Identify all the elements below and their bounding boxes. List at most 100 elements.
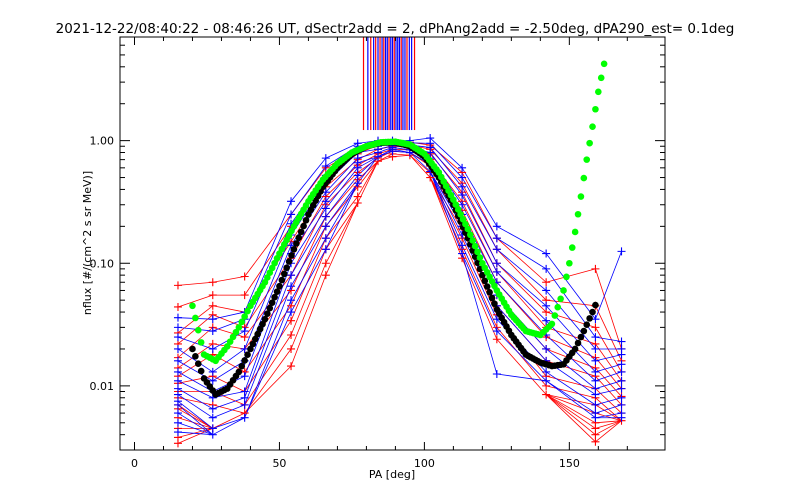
blue-data-point — [321, 212, 330, 221]
red-trace-line — [212, 305, 245, 313]
red-data-point — [353, 199, 362, 208]
black-fit-point — [580, 327, 588, 335]
red-data-point — [492, 335, 501, 344]
black-fit-point — [474, 259, 481, 267]
black-fit-point — [259, 320, 266, 328]
red-trace-line — [496, 327, 547, 387]
green-fit-point — [192, 314, 199, 322]
blue-data-point — [173, 418, 182, 427]
green-fit-point — [583, 156, 591, 163]
green-fit-point — [474, 248, 481, 256]
blue-trace-line — [496, 271, 547, 321]
blue-trace-line — [429, 171, 463, 254]
green-fit-point — [592, 105, 599, 113]
blue-data-point — [591, 356, 600, 365]
blue-data-point — [591, 376, 600, 385]
y-tick-label: 0.10 — [90, 257, 115, 270]
red-trace-line — [595, 357, 622, 389]
blue-trace-line — [496, 305, 547, 362]
blue-data-point — [321, 222, 330, 231]
black-fit-point — [293, 240, 300, 247]
red-trace-line — [595, 305, 622, 362]
blue-trace-line — [325, 175, 359, 217]
black-fit-point — [238, 362, 246, 370]
blue-data-point — [542, 301, 551, 310]
red-trace-line — [595, 412, 622, 422]
green-fit-point — [476, 254, 484, 261]
blue-trace-line — [496, 225, 547, 254]
axes-layer: 0 50 100 150 0.01 0.10 1.00 — [90, 36, 665, 470]
black-fit-point — [276, 282, 283, 290]
blue-data-point — [591, 413, 600, 422]
red-trace-line — [177, 404, 213, 429]
red-trace-line — [496, 262, 547, 313]
red-trace-line — [546, 375, 596, 390]
blue-data-point — [591, 390, 600, 399]
blue-data-point — [321, 162, 330, 171]
green-fit-point — [459, 215, 467, 223]
blue-data-point — [287, 271, 296, 280]
green-fit-point — [548, 320, 556, 328]
blue-data-point — [287, 210, 296, 219]
blue-trace-line — [545, 371, 596, 406]
blue-trace-line — [244, 274, 292, 398]
black-fit-point — [592, 301, 599, 309]
red-trace-line — [177, 294, 213, 308]
red-trace-line — [325, 196, 359, 239]
red-trace-line — [595, 268, 622, 350]
green-fit-point — [454, 206, 462, 213]
black-fit-point — [479, 271, 486, 279]
blue-data-point — [353, 163, 362, 172]
green-fit-point — [232, 328, 240, 336]
red-data-point — [208, 291, 217, 300]
black-fit-point — [571, 345, 579, 353]
blue-trace-line — [290, 238, 327, 301]
red-trace-line — [244, 305, 292, 373]
red-trace-line — [595, 420, 622, 443]
red-trace-line — [545, 394, 596, 435]
red-trace-line — [377, 148, 393, 155]
blue-trace-line — [177, 422, 213, 436]
blue-data-point — [240, 413, 249, 422]
blue-data-point — [492, 369, 501, 378]
blue-trace-line — [461, 204, 498, 273]
red-trace-line — [496, 338, 547, 395]
blue-data-point — [173, 344, 182, 353]
blue-data-point — [591, 367, 600, 376]
green-fit-point — [580, 174, 588, 182]
red-trace-line — [461, 249, 498, 328]
black-fit-point — [261, 315, 269, 323]
blue-trace-line — [325, 182, 359, 227]
blue-trace-line — [461, 245, 498, 320]
blue-data-point — [617, 350, 626, 359]
black-fit-point — [491, 300, 498, 308]
blue-data-point — [458, 241, 467, 250]
blue-data-point — [173, 323, 182, 332]
blue-data-point — [492, 234, 501, 243]
red-trace-line — [290, 238, 327, 321]
red-trace-line — [244, 348, 292, 414]
blue-trace-line — [545, 290, 596, 350]
red-trace-line — [409, 154, 431, 173]
blue-data-point — [492, 259, 501, 268]
y-tick-label: 0.01 — [90, 380, 115, 393]
green-fit-point — [566, 259, 573, 267]
red-data-point — [321, 259, 330, 268]
green-fit-point — [238, 318, 246, 326]
black-fit-point — [197, 367, 205, 375]
y-axis-label: nflux [#/(cm^2 s sr MeV)] — [81, 171, 94, 315]
blue-data-point — [321, 204, 330, 213]
blue-data-point — [591, 344, 600, 353]
black-fit-point — [589, 308, 596, 316]
blue-trace-line — [325, 162, 359, 202]
red-data-point — [240, 272, 249, 281]
blue-data-point — [492, 222, 501, 231]
blue-trace-line — [244, 201, 292, 313]
red-trace-line — [546, 394, 596, 414]
blue-data-point — [208, 315, 217, 324]
red-trace-line — [290, 249, 327, 336]
blue-data-point — [208, 404, 217, 413]
blue-trace-line — [377, 147, 393, 153]
blue-trace-line — [595, 404, 622, 414]
blue-data-point — [208, 367, 217, 376]
